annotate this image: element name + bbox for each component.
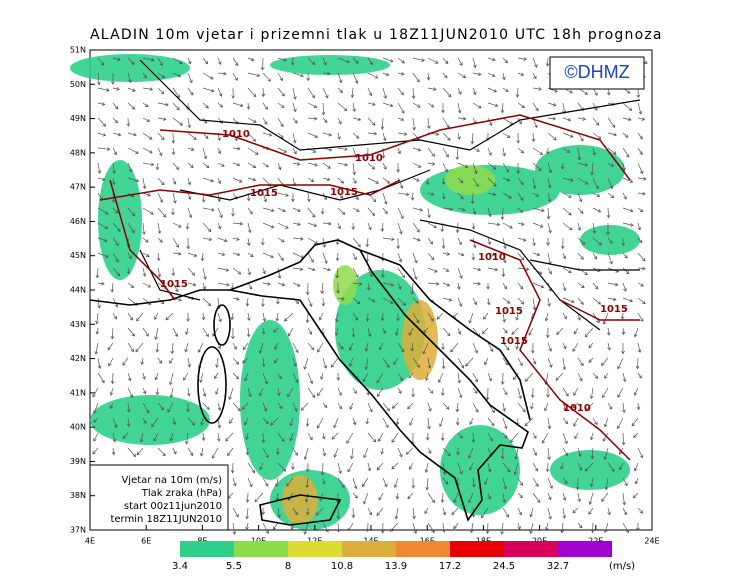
lon-label: 6E: [141, 537, 151, 546]
lat-label: 41N: [70, 388, 86, 397]
info-line: termin 18Z11JUN2010: [110, 514, 222, 525]
lat-label: 40N: [70, 423, 86, 432]
lon-label: 24E: [644, 537, 659, 546]
colorbar-bin: [288, 541, 342, 557]
colorbar-label: 32.7: [547, 561, 569, 572]
colorbar-label: 8: [285, 561, 291, 572]
colorbar-bin: [558, 541, 612, 557]
lat-label: 43N: [70, 320, 86, 329]
lat-label: 48N: [70, 148, 86, 157]
lat-label: 37N: [70, 526, 86, 535]
lat-label: 47N: [70, 183, 86, 192]
colorbar-label: 5.5: [226, 561, 242, 572]
map-area: 1010 1010 1015 1015 1015 1010 1015 1015 …: [70, 49, 653, 535]
info-line: Vjetar na 10m (m/s): [121, 475, 222, 486]
info-box: Vjetar na 10m (m/s) Tlak zraka (hPa) sta…: [89, 464, 229, 531]
isobar-label: 1010: [478, 252, 506, 263]
colorbar-label: 17.2: [439, 561, 461, 572]
isobar-label: 1015: [600, 304, 628, 315]
lat-label: 50N: [70, 80, 86, 89]
wind-arrows: [92, 57, 648, 535]
colorbar-label: 24.5: [493, 561, 515, 572]
info-line: Tlak zraka (hPa): [141, 488, 222, 499]
colorbar-bin: [450, 541, 504, 557]
colorbar-bin: [234, 541, 288, 557]
isobar-label: 1010: [222, 129, 250, 140]
colorbar-bin: [180, 541, 234, 557]
moderate-wind-shading: [333, 165, 495, 305]
lat-label: 42N: [70, 354, 86, 363]
logo-box: [549, 56, 645, 90]
lat-label: 38N: [70, 491, 86, 500]
isobar-label: 1015: [500, 336, 528, 347]
colorbar-label: 10.8: [331, 561, 353, 572]
isobar-labels: 1010 1010 1015 1015 1015 1010 1015 1015 …: [160, 129, 628, 414]
lat-label: 51N: [70, 46, 86, 55]
lat-label: 46N: [70, 217, 86, 226]
colorbar-unit: (m/s): [609, 561, 635, 572]
isobar-label: 1015: [330, 187, 358, 198]
lat-label: 45N: [70, 251, 86, 260]
lat-label: 49N: [70, 114, 86, 123]
info-line: start 00z11jun2010: [124, 501, 222, 512]
colorbar-label: 3.4: [172, 561, 188, 572]
coastlines: [89, 239, 531, 526]
lon-label: 4E: [85, 537, 95, 546]
logo-text: ©DHMZ: [564, 62, 629, 82]
map-title: ALADIN 10m vjetar i prizemni tlak u 18Z1…: [90, 27, 662, 43]
colorbar-label: 13.9: [385, 561, 407, 572]
lat-label: 39N: [70, 457, 86, 466]
isobar-label: 1010: [563, 403, 591, 414]
colorbar-bin: [342, 541, 396, 557]
info-frame: [89, 464, 229, 531]
isobar-label: 1010: [355, 153, 383, 164]
borders: [139, 59, 641, 331]
colorbar-bin: [396, 541, 450, 557]
isobar-label: 1015: [250, 188, 278, 199]
isobar-label: 1015: [495, 306, 523, 317]
colorbar-bin: [504, 541, 558, 557]
lat-label: 44N: [70, 286, 86, 295]
isobars: [99, 114, 640, 461]
isobar-label: 1015: [160, 279, 188, 290]
logo: ©DHMZ: [549, 56, 645, 90]
colorbar: 3.4 5.5 8 10.8 13.9 17.2 24.5 32.7 (m/s): [172, 541, 635, 572]
